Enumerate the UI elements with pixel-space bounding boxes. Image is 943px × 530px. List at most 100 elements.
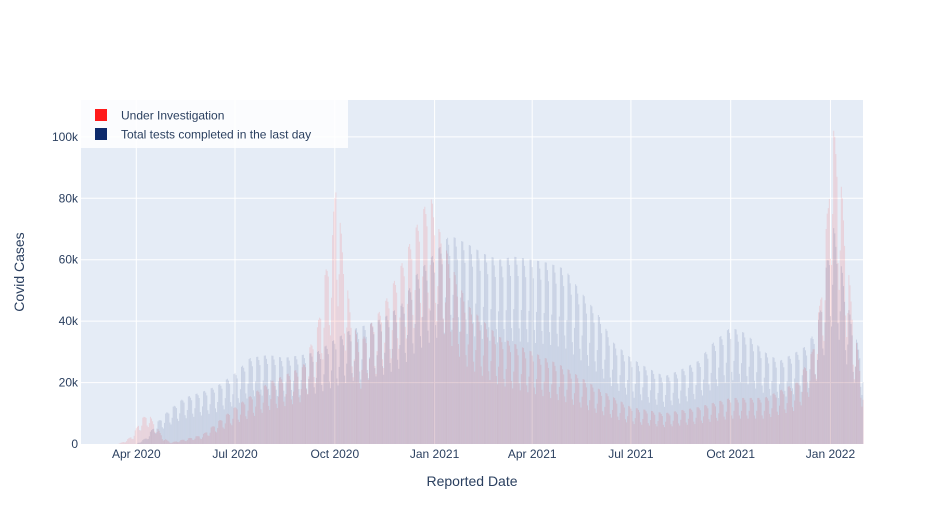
bar[interactable] [597,350,598,444]
bar[interactable] [396,322,397,444]
bar[interactable] [295,356,296,444]
bar[interactable] [741,363,742,444]
bar[interactable] [701,390,702,444]
bar[interactable] [336,378,337,444]
bar[interactable] [806,356,807,444]
bar[interactable] [426,281,427,444]
bar[interactable] [809,369,810,444]
bar[interactable] [130,437,131,444]
bar[interactable] [303,355,304,444]
bar[interactable] [291,390,292,444]
bar[interactable] [689,365,690,444]
bar[interactable] [403,307,404,444]
bar[interactable] [146,438,147,444]
bar[interactable] [274,360,275,444]
bar[interactable] [793,394,794,444]
bar[interactable] [211,388,212,444]
bar[interactable] [453,295,454,444]
bar[interactable] [150,432,151,444]
bar[interactable] [393,311,394,444]
bar[interactable] [825,322,826,444]
bar[interactable] [153,429,154,444]
bar[interactable] [325,346,326,444]
bar[interactable] [682,369,683,444]
bar[interactable] [625,388,626,444]
bar[interactable] [156,429,157,444]
bar[interactable] [335,349,336,444]
bar[interactable] [434,273,435,444]
bar[interactable] [361,359,362,444]
bar[interactable] [695,385,696,444]
bar[interactable] [137,443,138,444]
bar[interactable] [765,353,766,444]
bar[interactable] [610,377,611,444]
bar[interactable] [725,382,726,444]
bar[interactable] [364,326,365,444]
bar[interactable] [733,361,734,444]
bar[interactable] [538,261,539,444]
bar[interactable] [607,331,608,444]
bar[interactable] [360,380,361,444]
bar[interactable] [855,367,856,444]
bar[interactable] [548,281,549,444]
bar[interactable] [290,366,291,444]
bar[interactable] [461,241,462,444]
bar[interactable] [127,439,128,444]
bar[interactable] [180,401,181,444]
bar[interactable] [514,257,515,444]
bar[interactable] [780,360,781,444]
bar[interactable] [571,295,572,444]
bar[interactable] [268,389,269,444]
bar[interactable] [280,357,281,444]
bar[interactable] [677,378,678,444]
bar[interactable] [842,273,843,444]
bar[interactable] [602,369,603,444]
bar[interactable] [556,284,557,444]
bar[interactable] [505,342,506,444]
bar[interactable] [603,378,604,444]
bar[interactable] [411,300,412,444]
bar[interactable] [321,385,322,444]
bar[interactable] [746,376,747,444]
bar[interactable] [503,329,504,444]
bar[interactable] [628,356,629,444]
bar[interactable] [502,277,503,444]
bar[interactable] [702,395,703,444]
bar[interactable] [188,396,189,444]
bar[interactable] [400,306,401,444]
legend[interactable]: Under Investigation Total tests complete… [81,100,348,148]
bar[interactable] [263,381,264,444]
bar[interactable] [320,359,321,444]
bar[interactable] [518,276,519,444]
bar[interactable] [847,344,848,444]
bar[interactable] [304,358,305,444]
bar[interactable] [562,275,563,444]
bar[interactable] [126,441,127,444]
bar[interactable] [833,228,834,444]
bar[interactable] [735,329,736,444]
bar[interactable] [269,395,270,444]
bar[interactable] [161,421,162,444]
bar[interactable] [745,344,746,444]
bar[interactable] [582,336,583,444]
bar[interactable] [248,384,249,444]
bar[interactable] [305,363,306,444]
bar[interactable] [349,335,350,444]
bar[interactable] [621,349,622,444]
bar[interactable] [292,396,293,444]
bar[interactable] [437,304,438,444]
bar[interactable] [656,405,657,444]
bar[interactable] [227,379,228,444]
bar[interactable] [590,305,591,444]
bar[interactable] [249,359,250,444]
bar[interactable] [553,265,554,444]
bar[interactable] [404,314,405,444]
bar[interactable] [160,420,161,444]
bar[interactable] [712,344,713,444]
bar[interactable] [175,407,176,444]
bar[interactable] [440,247,441,444]
bar[interactable] [392,349,393,444]
bar[interactable] [408,290,409,444]
bar[interactable] [250,358,251,444]
bar[interactable] [557,334,558,444]
